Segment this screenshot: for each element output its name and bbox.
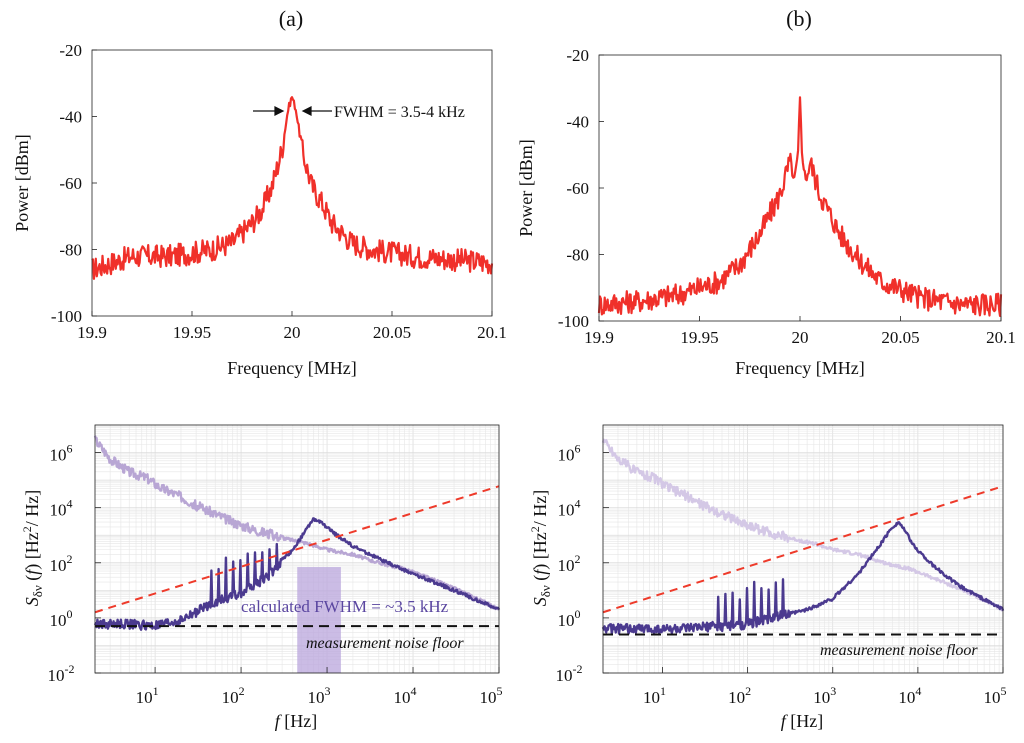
beta-separation-line bbox=[602, 485, 1004, 614]
measured-psd-line bbox=[601, 438, 1004, 612]
x-tick-label: 102 bbox=[728, 684, 751, 707]
y-tick-label: -60 bbox=[59, 174, 82, 193]
calculated-psd-line bbox=[601, 521, 1005, 635]
y-tick-label: -100 bbox=[51, 307, 82, 326]
x-tick-label: 19.9 bbox=[77, 323, 107, 342]
x-tick-label: 20.05 bbox=[881, 328, 919, 347]
y-tick-label: -40 bbox=[566, 113, 589, 132]
panel-label-b: (b) bbox=[786, 6, 812, 31]
y-tick-label: -80 bbox=[566, 246, 589, 265]
fwhm-arrows-a bbox=[253, 106, 332, 116]
x-tick-label: 104 bbox=[394, 684, 417, 707]
x-axis-label-b-bottom: f [Hz] bbox=[781, 711, 824, 731]
beta-separation-line bbox=[94, 485, 500, 614]
y-tick-label: -100 bbox=[558, 312, 589, 331]
panel-label-a: (a) bbox=[279, 6, 303, 31]
psd-chart-b: 101 102 103 104 105 106 104 102 100 10-2 measurem… bbox=[528, 424, 1007, 731]
x-tick-label: 19.9 bbox=[584, 328, 614, 347]
x-tick-label: 103 bbox=[813, 684, 836, 707]
y-tick-label: 102 bbox=[50, 552, 73, 575]
x-axis-label-a-bottom: f [Hz] bbox=[275, 711, 318, 731]
y-tick-label: 100 bbox=[558, 607, 581, 630]
x-tick-label: 20.05 bbox=[373, 323, 411, 342]
x-tick-label: 19.95 bbox=[173, 323, 211, 342]
y-tick-label: 106 bbox=[50, 442, 73, 465]
y-tick-label: 10-2 bbox=[48, 662, 75, 685]
x-tick-label: 20.1 bbox=[986, 328, 1016, 347]
y-tick-label: -80 bbox=[59, 241, 82, 260]
y-tick-label: -20 bbox=[59, 41, 82, 60]
x-tick-label: 104 bbox=[898, 684, 921, 707]
spectrum-line-b bbox=[597, 96, 1003, 317]
x-tick-label: 105 bbox=[984, 684, 1007, 707]
noise-floor-label-b: measurement noise floor bbox=[820, 642, 978, 659]
y-tick-label: 104 bbox=[50, 497, 73, 520]
y-tick-label: -60 bbox=[566, 179, 589, 198]
y-tick-label: 106 bbox=[558, 442, 581, 465]
x-tick-label: 101 bbox=[136, 684, 159, 707]
y-axis-label-b-bottom: Sδν (f) [Hz2/ Hz] bbox=[528, 490, 553, 607]
x-tick-label: 105 bbox=[480, 684, 503, 707]
x-tick-label: 20 bbox=[284, 323, 301, 342]
x-axis-label-b-top: Frequency [MHz] bbox=[735, 358, 864, 378]
y-tick-label: -20 bbox=[566, 46, 589, 65]
noise-floor-label-a: measurement noise floor bbox=[306, 635, 464, 652]
x-tick-label: 20 bbox=[792, 328, 809, 347]
y-tick-label: 10-2 bbox=[556, 662, 583, 685]
spectrum-chart-a: 19.9 19.95 20 20.05 20.1 -20 -40 -60 -80 -100 FWH… bbox=[12, 41, 507, 378]
psd-chart-a: 101 102 103 104 105 106 104 102 100 10-2 calculat… bbox=[20, 424, 503, 731]
y-tick-label: 100 bbox=[50, 607, 73, 630]
spectrum-chart-b: 19.9 19.95 20 20.05 20.1 -20 -40 -60 -80 -100 Fre… bbox=[516, 46, 1016, 378]
y-tick-label: 102 bbox=[558, 552, 581, 575]
x-tick-label: 103 bbox=[308, 684, 331, 707]
y-axis-label-a-top: Power [dBm] bbox=[12, 134, 32, 232]
spectrum-line-a bbox=[91, 96, 494, 280]
calculated-psd-line bbox=[93, 517, 501, 631]
fwhm-annotation-a: FWHM = 3.5-4 kHz bbox=[334, 104, 465, 121]
fwhm-calculated-label: calculated FWHM = ~3.5 kHz bbox=[241, 597, 449, 616]
y-tick-label: -40 bbox=[59, 108, 82, 127]
y-axis-label-b-top: Power [dBm] bbox=[516, 139, 536, 237]
y-tick-label: 104 bbox=[558, 497, 581, 520]
x-tick-label: 20.1 bbox=[477, 323, 507, 342]
x-tick-label: 102 bbox=[222, 684, 245, 707]
x-tick-label: 19.95 bbox=[680, 328, 718, 347]
fwhm-shaded-band bbox=[297, 567, 341, 673]
y-axis-label-a-bottom: Sδν (f) [Hz2/ Hz] bbox=[20, 490, 45, 607]
x-axis-label-a-top: Frequency [MHz] bbox=[227, 358, 356, 378]
x-tick-label: 101 bbox=[643, 684, 666, 707]
